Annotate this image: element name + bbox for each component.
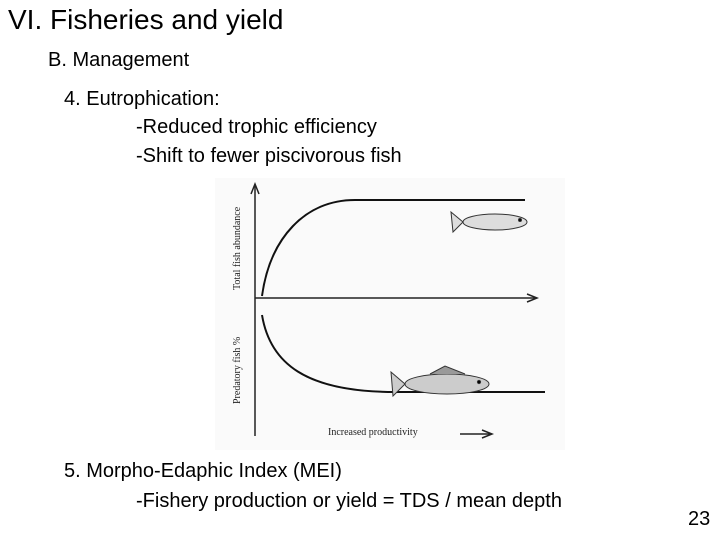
predatory-curve bbox=[261, 314, 545, 393]
y-axis-label: Total fish abundance bbox=[232, 206, 243, 290]
title: VI. Fisheries and yield bbox=[8, 4, 284, 35]
axes bbox=[250, 181, 540, 439]
y-axis-label: Predatory fish % bbox=[232, 337, 243, 404]
item-point: -Shift to fewer piscivorous fish bbox=[136, 145, 402, 167]
item-point: -Reduced trophic efficiency bbox=[136, 116, 377, 138]
item-point: -Fishery production or yield = TDS / mea… bbox=[136, 490, 562, 512]
subtitle: B. Management bbox=[48, 49, 190, 71]
item-heading: 4. Eutrophication: bbox=[64, 88, 220, 110]
fish-bottom bbox=[390, 365, 490, 398]
x-axis-label: Increased productivity bbox=[328, 427, 418, 438]
fish-top bbox=[450, 210, 528, 234]
item-heading: 5. Morpho-Edaphic Index (MEI) bbox=[64, 460, 342, 482]
page-number: 23 bbox=[688, 508, 711, 530]
abundance-curve bbox=[261, 199, 525, 297]
figure: Total fish abundance Predatory fish % In… bbox=[215, 178, 565, 450]
